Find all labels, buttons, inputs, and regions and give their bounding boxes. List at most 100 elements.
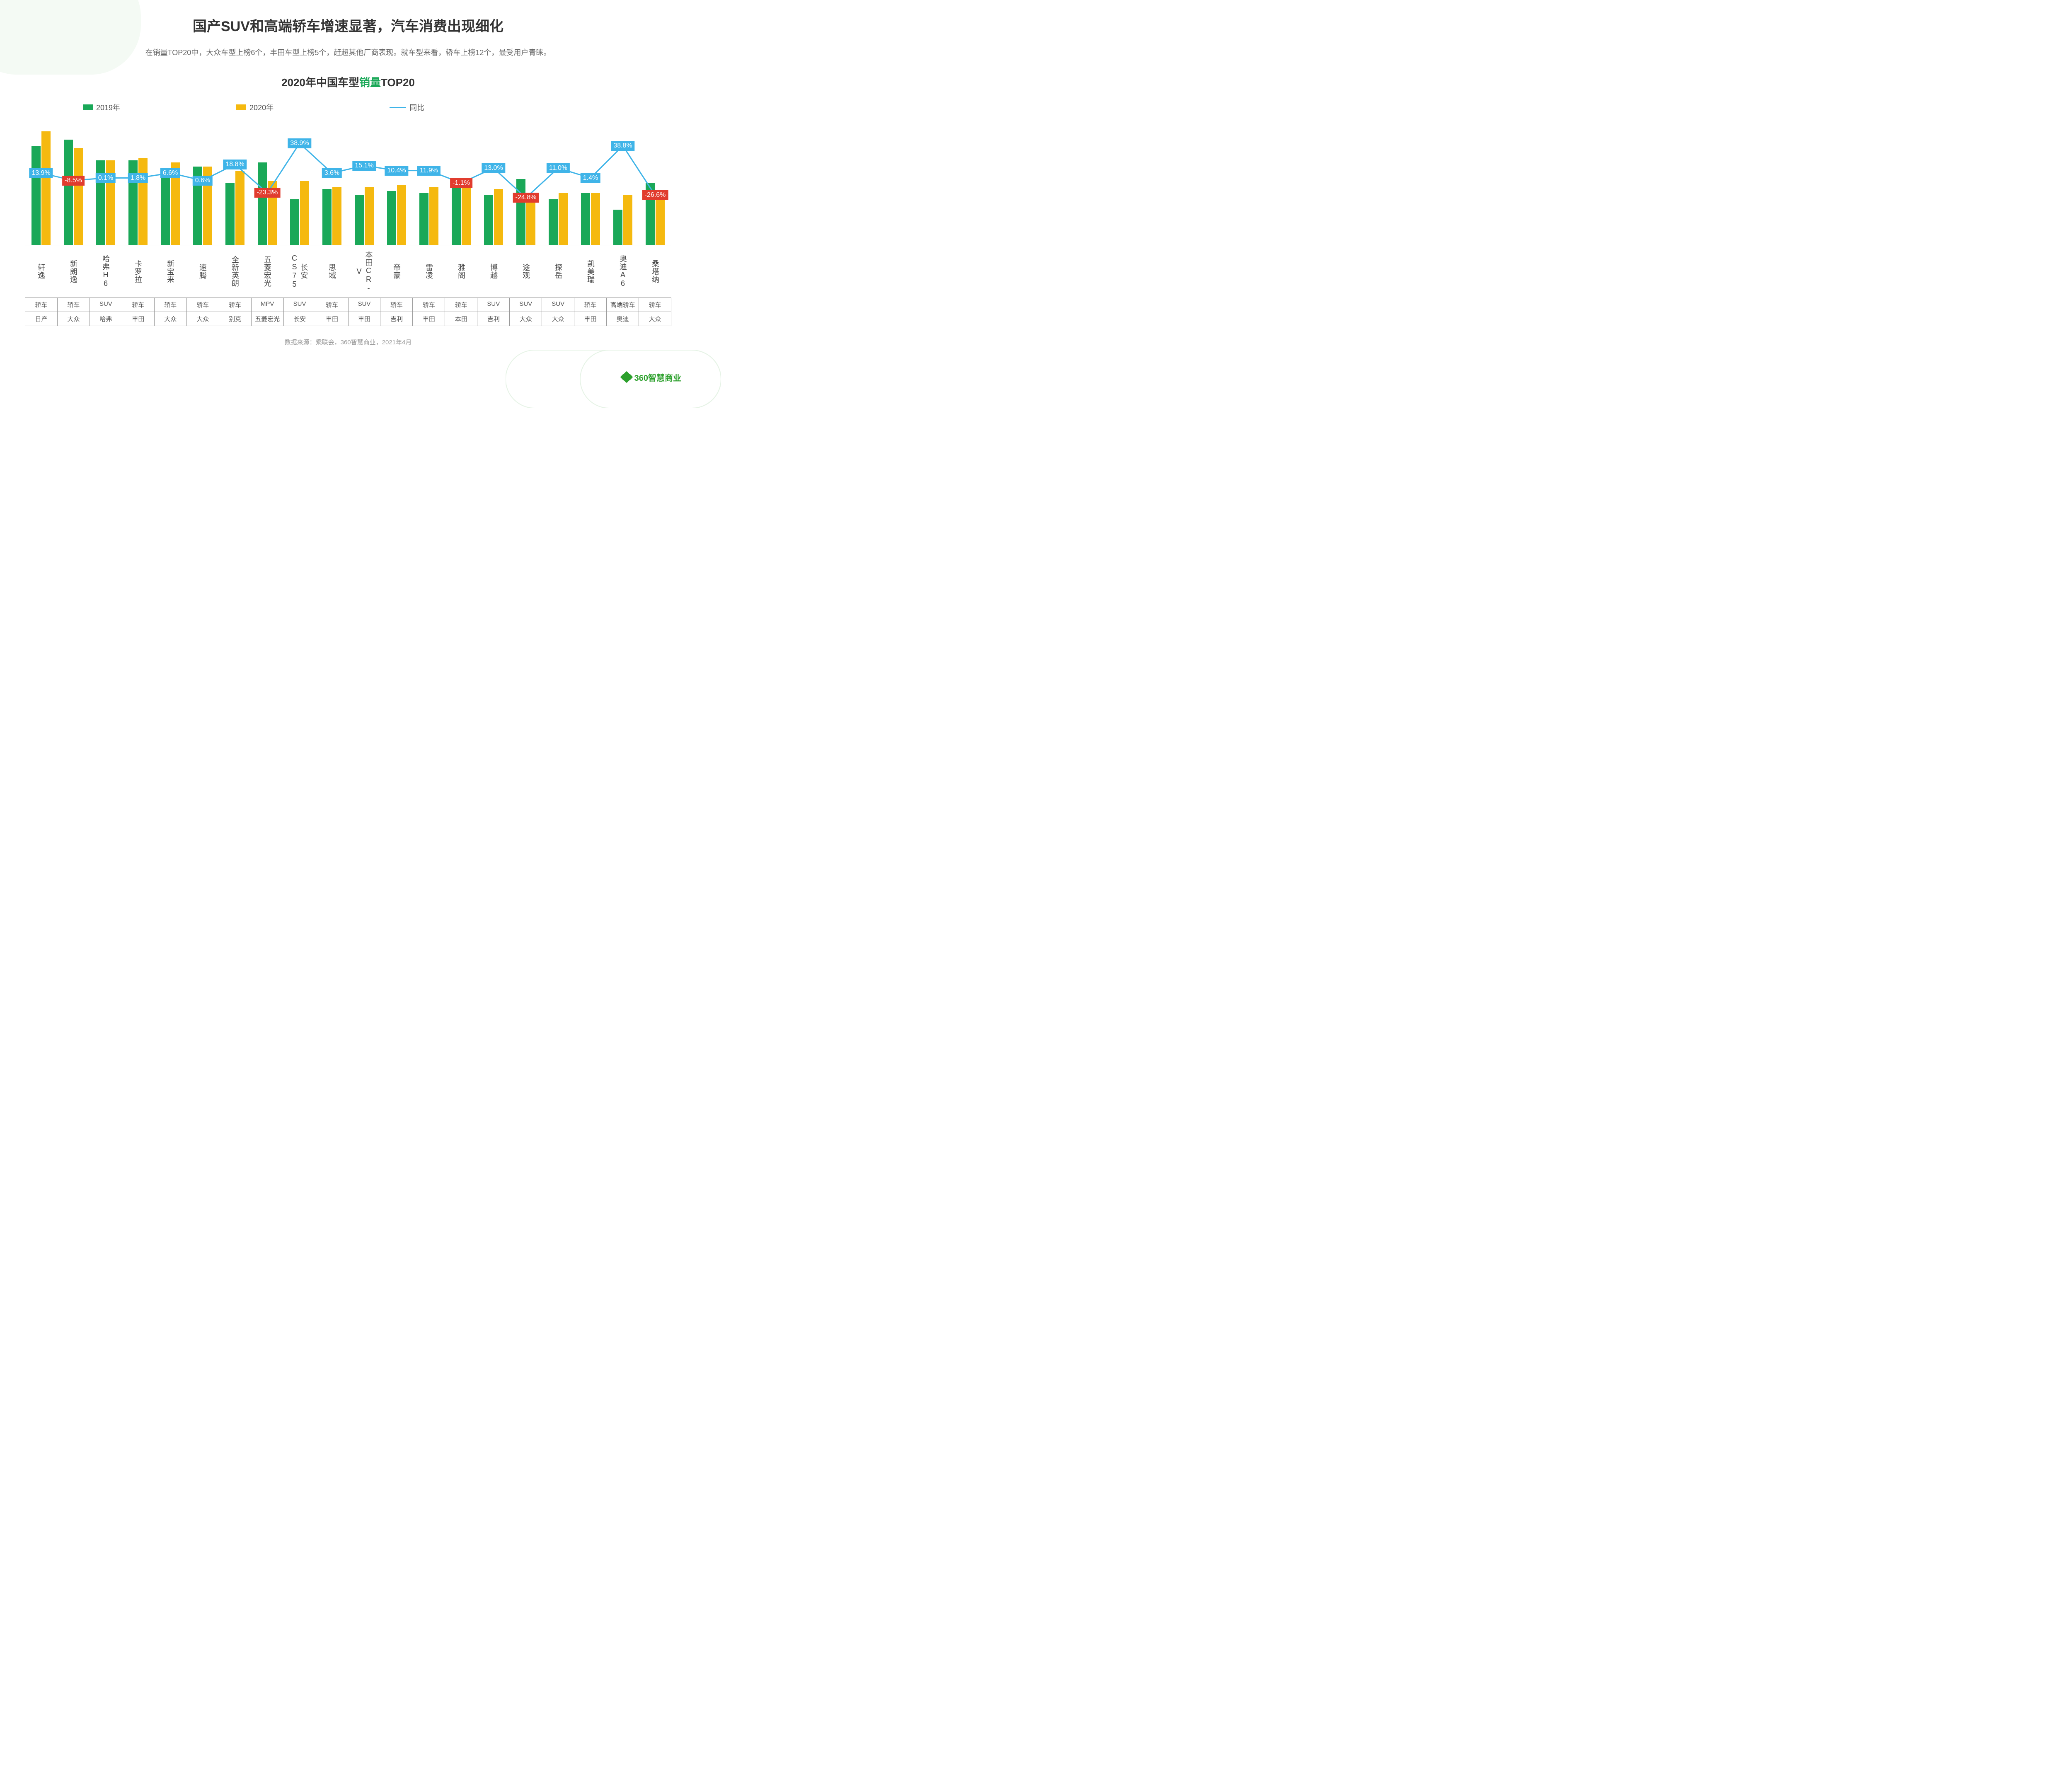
- table-cell: 轿车: [25, 298, 58, 312]
- bar-2019: [161, 169, 170, 245]
- table-cell: 轿车: [445, 298, 477, 312]
- legend: 2019年 2020年 同比: [83, 102, 696, 113]
- bar-2020: [462, 187, 471, 245]
- table-cell: 大众: [187, 312, 219, 326]
- bar-2020: [397, 185, 406, 245]
- table-cell: SUV: [349, 298, 381, 312]
- x-label: 雅阁: [445, 249, 477, 294]
- table-cell: 大众: [510, 312, 542, 326]
- x-label: 奥迪A6: [607, 249, 639, 294]
- brand-text: 360智慧商业: [634, 371, 681, 383]
- chart-area: 13.9%-8.5%0.1%1.8%6.6%0.6%18.8%-23.3%38.…: [25, 121, 671, 245]
- bar-group: [219, 121, 251, 245]
- table-cell: 轿车: [58, 298, 90, 312]
- bar-2020: [332, 187, 341, 245]
- category-table: 轿车轿车SUV轿车轿车轿车轿车MPVSUV轿车SUV轿车轿车轿车SUVSUVSU…: [25, 298, 671, 326]
- legend-line-yoy: [390, 107, 406, 108]
- table-cell: 大众: [155, 312, 187, 326]
- table-cell: 轿车: [187, 298, 219, 312]
- table-cell: SUV: [542, 298, 574, 312]
- bar-2019: [484, 195, 493, 245]
- bar-2020: [494, 189, 503, 245]
- x-label: 轩逸: [25, 249, 57, 294]
- legend-label-2019: 2019年: [96, 102, 120, 113]
- legend-swatch-2019: [83, 104, 93, 110]
- legend-label-yoy: 同比: [409, 102, 424, 113]
- bar-2019: [452, 187, 461, 245]
- bar-2019: [581, 193, 590, 245]
- x-label: 五菱宏光: [251, 249, 283, 294]
- bar-group: [607, 121, 639, 245]
- bar-2019: [193, 167, 202, 245]
- table-cell: SUV: [90, 298, 122, 312]
- bar-2019: [290, 199, 299, 245]
- table-cell: SUV: [477, 298, 510, 312]
- x-label: 长安CS75: [283, 249, 316, 294]
- bar-2020: [559, 193, 568, 245]
- bar-group: [510, 121, 542, 245]
- x-label: 博越: [477, 249, 510, 294]
- bar-2019: [225, 183, 235, 245]
- bar-2020: [268, 181, 277, 245]
- chart-title-prefix: 2020年中国车型: [281, 76, 359, 89]
- brand-icon: [621, 372, 632, 383]
- bar-2019: [646, 183, 655, 245]
- x-label: 新宝来: [154, 249, 186, 294]
- table-cell: 丰田: [349, 312, 381, 326]
- table-cell: 日产: [25, 312, 58, 326]
- table-cell: 丰田: [122, 312, 155, 326]
- bar-2019: [64, 140, 73, 245]
- table-cell: 大众: [58, 312, 90, 326]
- table-cell: 五菱宏光: [252, 312, 284, 326]
- bar-group: [445, 121, 477, 245]
- table-row: 日产大众哈弗丰田大众大众别克五菱宏光长安丰田丰田吉利丰田本田吉利大众大众丰田奥迪…: [25, 312, 671, 326]
- bar-group: [283, 121, 316, 245]
- table-cell: 轿车: [639, 298, 671, 312]
- bar-group: [186, 121, 219, 245]
- x-label: 新朗逸: [57, 249, 90, 294]
- bar-group: [154, 121, 186, 245]
- table-cell: 哈弗: [90, 312, 122, 326]
- legend-swatch-2020: [236, 104, 246, 110]
- bar-2020: [203, 167, 212, 245]
- bar-2019: [96, 160, 105, 245]
- x-label: 途观: [510, 249, 542, 294]
- bar-2020: [106, 160, 115, 245]
- bar-2020: [526, 195, 535, 245]
- bar-2019: [387, 191, 396, 245]
- x-label: 桑塔纳: [639, 249, 671, 294]
- bar-group: [477, 121, 510, 245]
- data-source-footer: 数据来源：乘联会，360智慧商业，2021年4月: [0, 338, 696, 346]
- x-label: 本田CR-V: [348, 249, 380, 294]
- bar-2019: [419, 193, 428, 245]
- legend-yoy: 同比: [390, 102, 424, 113]
- x-label: 雷凌: [413, 249, 445, 294]
- x-label: 哈弗H6: [90, 249, 122, 294]
- legend-2020: 2020年: [236, 102, 274, 113]
- bar-2020: [235, 171, 244, 245]
- table-cell: 大众: [639, 312, 671, 326]
- table-cell: 高端轿车: [607, 298, 639, 312]
- chart-title: 2020年中国车型销量TOP20: [0, 74, 696, 90]
- bar-2019: [355, 195, 364, 245]
- table-cell: 大众: [542, 312, 574, 326]
- bar-group: [542, 121, 574, 245]
- subtitle: 在销量TOP20中，大众车型上榜6个，丰田车型上榜5个，赶超其他厂商表现。就车型…: [0, 47, 696, 58]
- x-label: 卡罗拉: [122, 249, 154, 294]
- x-label: 全新英朗: [219, 249, 251, 294]
- bar-group: [380, 121, 413, 245]
- bar-group: [348, 121, 380, 245]
- table-cell: 轿车: [574, 298, 607, 312]
- bar-2020: [138, 158, 148, 245]
- legend-label-2020: 2020年: [249, 102, 274, 113]
- x-label: 凯美瑞: [574, 249, 607, 294]
- table-cell: 丰田: [316, 312, 349, 326]
- bar-group: [251, 121, 283, 245]
- brand-logo-block: 360智慧商业: [621, 371, 681, 383]
- table-cell: 丰田: [574, 312, 607, 326]
- bar-2019: [128, 160, 138, 245]
- bar-2020: [300, 181, 309, 245]
- table-row: 轿车轿车SUV轿车轿车轿车轿车MPVSUV轿车SUV轿车轿车轿车SUVSUVSU…: [25, 298, 671, 312]
- bar-2020: [656, 199, 665, 245]
- table-cell: 轿车: [122, 298, 155, 312]
